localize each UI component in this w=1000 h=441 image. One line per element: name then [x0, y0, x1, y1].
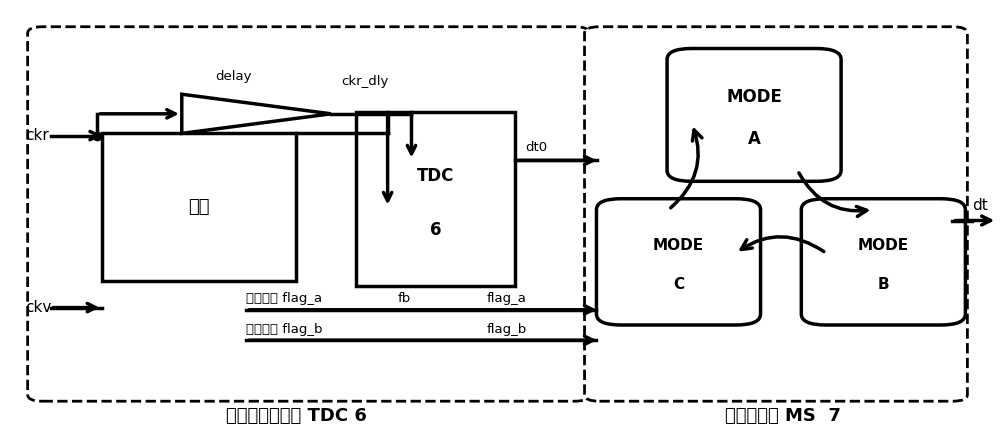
FancyBboxPatch shape — [596, 199, 761, 325]
Text: B: B — [878, 277, 889, 292]
Text: 时间数字转换器 TDC 6: 时间数字转换器 TDC 6 — [226, 407, 367, 426]
Text: 6: 6 — [430, 221, 441, 239]
FancyBboxPatch shape — [801, 199, 965, 325]
Text: 模式切换器 MS  7: 模式切换器 MS 7 — [725, 407, 841, 426]
Text: delay: delay — [216, 70, 252, 83]
Text: ckr_dly: ckr_dly — [341, 75, 388, 88]
Text: flag_a: flag_a — [487, 292, 527, 305]
Bar — [356, 112, 515, 286]
Text: dt0: dt0 — [525, 141, 547, 154]
Text: TDC: TDC — [417, 167, 454, 185]
Text: ckr: ckr — [25, 128, 48, 143]
Polygon shape — [182, 94, 331, 134]
FancyBboxPatch shape — [585, 27, 967, 401]
Text: MODE: MODE — [653, 238, 704, 253]
Text: ckv: ckv — [25, 300, 51, 315]
Text: A: A — [748, 131, 761, 148]
Text: 处理: 处理 — [188, 198, 210, 217]
Bar — [102, 134, 296, 281]
Text: 标志信号 flag_b: 标志信号 flag_b — [246, 323, 323, 336]
FancyBboxPatch shape — [28, 27, 590, 401]
Text: flag_b: flag_b — [487, 323, 527, 336]
Text: MODE: MODE — [858, 238, 909, 253]
Text: C: C — [673, 277, 684, 292]
Text: dt: dt — [972, 198, 988, 213]
Text: MODE: MODE — [726, 88, 782, 106]
Text: fb: fb — [398, 292, 411, 305]
FancyBboxPatch shape — [667, 49, 841, 181]
Text: 标志信号 flag_a: 标志信号 flag_a — [246, 292, 323, 305]
